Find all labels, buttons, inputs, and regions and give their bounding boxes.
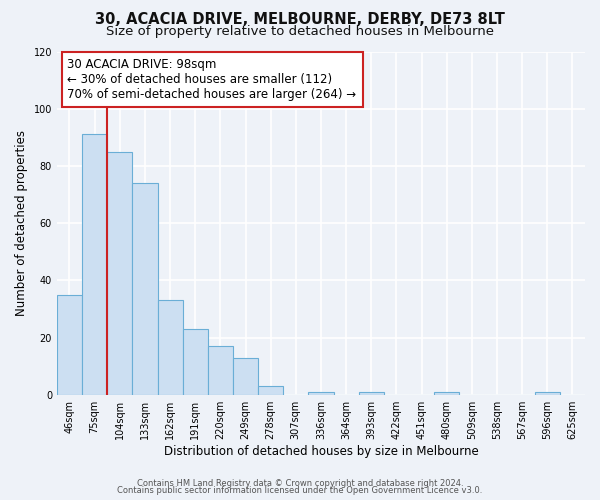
Y-axis label: Number of detached properties: Number of detached properties — [15, 130, 28, 316]
Text: 30, ACACIA DRIVE, MELBOURNE, DERBY, DE73 8LT: 30, ACACIA DRIVE, MELBOURNE, DERBY, DE73… — [95, 12, 505, 28]
Bar — [359, 392, 384, 394]
Bar — [57, 294, 82, 394]
Bar — [82, 134, 107, 394]
Bar — [133, 183, 158, 394]
Bar — [434, 392, 459, 394]
Bar — [182, 329, 208, 394]
Bar — [107, 152, 133, 394]
Bar — [308, 392, 334, 394]
X-axis label: Distribution of detached houses by size in Melbourne: Distribution of detached houses by size … — [164, 444, 478, 458]
Bar — [258, 386, 283, 394]
Text: Size of property relative to detached houses in Melbourne: Size of property relative to detached ho… — [106, 25, 494, 38]
Bar — [233, 358, 258, 395]
Text: Contains public sector information licensed under the Open Government Licence v3: Contains public sector information licen… — [118, 486, 482, 495]
Bar — [535, 392, 560, 394]
Text: Contains HM Land Registry data © Crown copyright and database right 2024.: Contains HM Land Registry data © Crown c… — [137, 478, 463, 488]
Bar — [158, 300, 182, 394]
Bar — [208, 346, 233, 395]
Text: 30 ACACIA DRIVE: 98sqm
← 30% of detached houses are smaller (112)
70% of semi-de: 30 ACACIA DRIVE: 98sqm ← 30% of detached… — [67, 58, 356, 102]
